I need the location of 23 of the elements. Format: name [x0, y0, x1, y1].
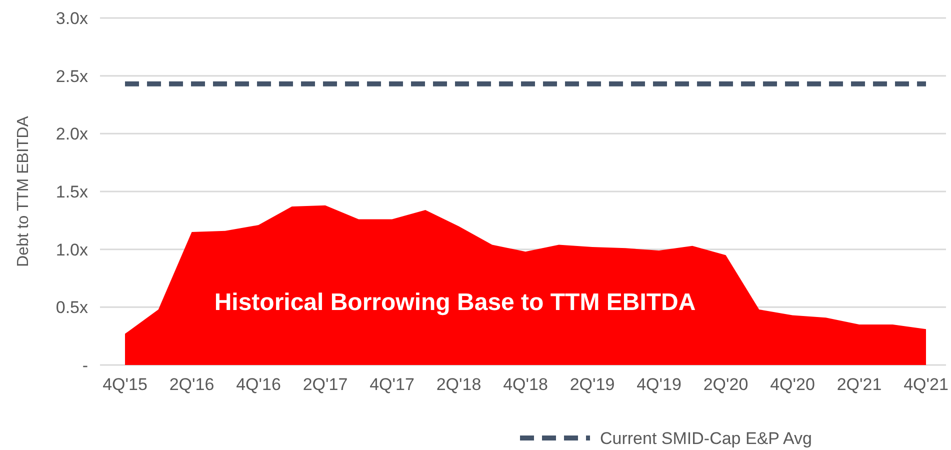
x-tick-label: 4Q'20 — [770, 375, 815, 394]
x-tick-label: 4Q'18 — [503, 375, 548, 394]
y-tick-label: 0.5x — [56, 298, 88, 318]
x-tick-label: 2Q'20 — [703, 375, 748, 394]
annotation: Historical Borrowing Base to TTM EBITDA — [214, 289, 696, 316]
y-tick-label: 3.0x — [56, 8, 88, 28]
x-tick-label: 2Q'21 — [836, 375, 882, 394]
y-tick-label: 2.5x — [56, 66, 88, 86]
x-tick-label: 4Q'19 — [636, 375, 682, 394]
x-tick-label: 2Q'16 — [169, 375, 214, 394]
x-tick-label: 4Q'17 — [370, 375, 414, 394]
y-tick-label: 1.5x — [56, 182, 88, 202]
x-tick-label: 4Q'15 — [102, 375, 148, 394]
x-tick-label: 4Q'21 — [904, 375, 948, 394]
y-tick-label: 1.0x — [56, 240, 88, 260]
x-tick-label: 4Q'16 — [236, 375, 281, 394]
y-tick-label: 2.0x — [56, 124, 88, 144]
x-tick-label: 2Q'17 — [302, 375, 348, 394]
y-tick-label: - — [82, 356, 88, 375]
x-tick-label: 2Q'19 — [570, 375, 615, 394]
y-axis-title: Debt to TTM EBITDA — [15, 116, 32, 267]
x-tick-label: 2Q'18 — [436, 375, 482, 394]
legend-label: Current SMID-Cap E&P Avg — [600, 428, 812, 448]
